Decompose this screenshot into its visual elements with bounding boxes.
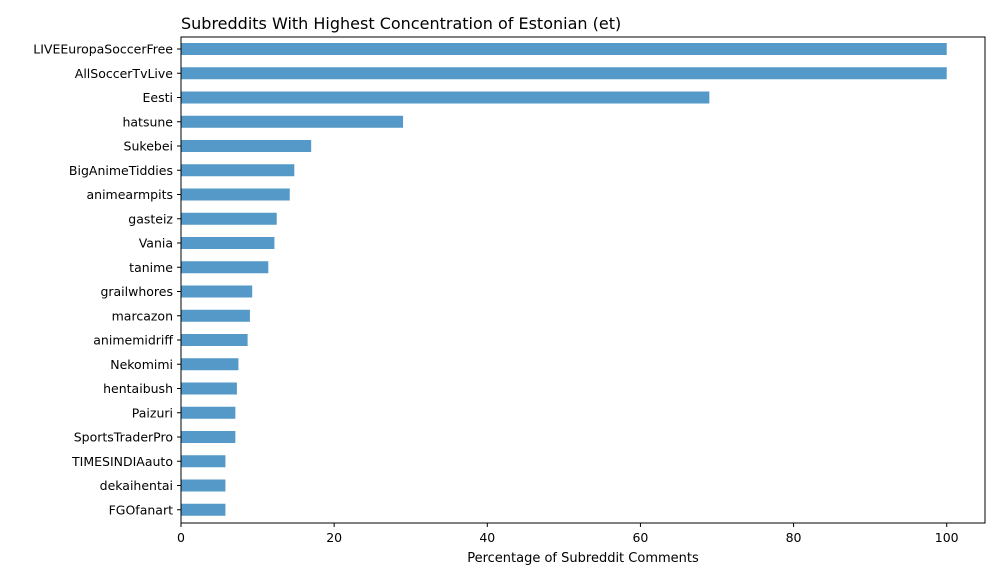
- bar-hatsune: [181, 115, 404, 128]
- x-tick-label: 0: [177, 530, 185, 545]
- y-axis-ticks: LIVEEuropaSoccerFree AllSoccerTvLive Eesti…: [33, 42, 181, 517]
- bar-gasteiz: [181, 212, 277, 225]
- x-axis-ticks: 0 20 40 60 80 100: [177, 523, 959, 545]
- bar-BigAnimeTiddies: [181, 164, 295, 177]
- chart-title: Subreddits With Highest Concentration of…: [181, 14, 621, 33]
- bar-animearmpits: [181, 188, 290, 201]
- y-tick-label: TIMESINDIAauto: [71, 454, 173, 469]
- bar-hentaibush: [181, 382, 237, 395]
- y-tick-label: Sukebei: [124, 139, 173, 154]
- y-tick-label: FGOfanart: [109, 502, 173, 517]
- x-axis-label: Percentage of Subreddit Comments: [467, 551, 699, 566]
- bar-tanime: [181, 261, 269, 274]
- y-tick-label: Paizuri: [132, 405, 173, 420]
- plot-frame: [180, 36, 986, 524]
- bar-Paizuri: [181, 406, 236, 419]
- y-tick-label: tanime: [129, 260, 173, 275]
- y-tick-label: AllSoccerTvLive: [75, 66, 174, 81]
- bar-LIVEEuropaSoccerFree: [181, 43, 947, 55]
- bar-grailwhores: [181, 285, 253, 298]
- y-tick-label: grailwhores: [100, 284, 173, 299]
- bar-Nekomimi: [181, 358, 239, 371]
- bars-group: [181, 43, 947, 516]
- x-tick-label: 100: [935, 530, 959, 545]
- x-tick-label: 40: [479, 530, 495, 545]
- bar-TIMESINDIAauto: [181, 455, 226, 468]
- bar-Eesti: [181, 91, 710, 104]
- x-tick-label: 20: [326, 530, 342, 545]
- y-tick-label: dekaihentai: [100, 478, 173, 493]
- y-tick-label: Nekomimi: [110, 357, 173, 372]
- bar-AllSoccerTvLive: [181, 67, 947, 80]
- y-tick-label: hatsune: [122, 114, 173, 129]
- bar-animemidriff: [181, 334, 248, 346]
- y-tick-label: animemidriff: [93, 333, 173, 348]
- x-tick-label: 60: [632, 530, 648, 545]
- bar-Vania: [181, 237, 275, 249]
- y-tick-label: marcazon: [112, 308, 173, 323]
- y-tick-label: gasteiz: [128, 211, 173, 226]
- bar-marcazon: [181, 309, 250, 322]
- y-tick-label: Vania: [139, 236, 173, 251]
- y-tick-label: BigAnimeTiddies: [69, 163, 173, 178]
- bar-dekaihentai: [181, 479, 226, 492]
- y-tick-label: SportsTraderPro: [74, 430, 173, 445]
- bar-Sukebei: [181, 140, 312, 152]
- y-tick-label: LIVEEuropaSoccerFree: [33, 42, 173, 57]
- y-tick-label: Eesti: [143, 90, 173, 105]
- x-tick-label: 80: [786, 530, 802, 545]
- y-tick-label: animearmpits: [87, 187, 174, 202]
- y-tick-label: hentaibush: [103, 381, 173, 396]
- bar-SportsTraderPro: [181, 431, 236, 443]
- bar-FGOfanart: [181, 503, 226, 516]
